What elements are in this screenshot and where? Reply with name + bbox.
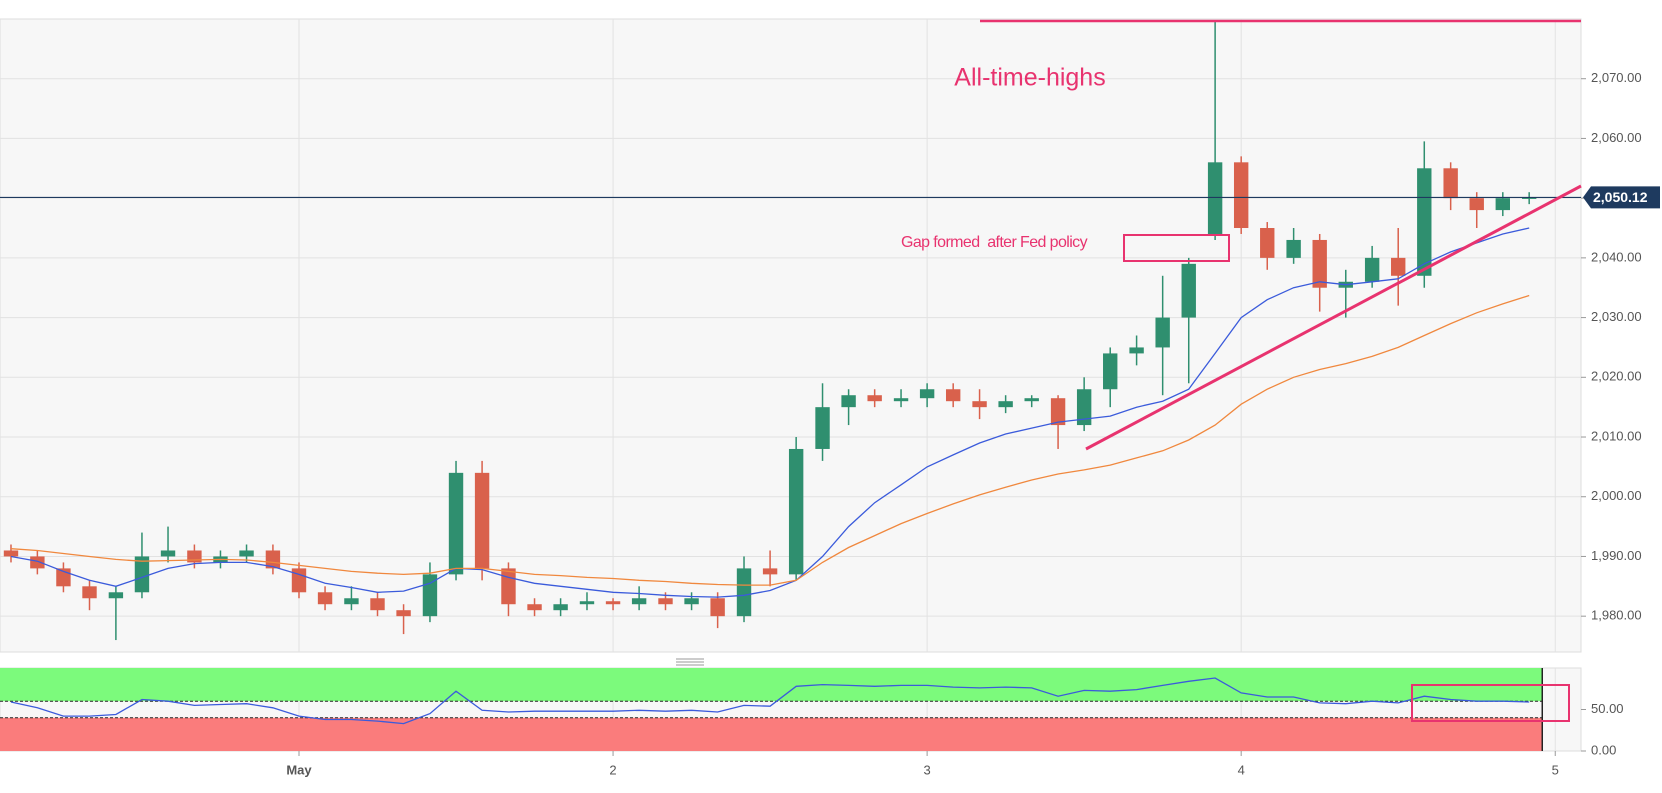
- candle-body: [1050, 398, 1066, 426]
- candle-body: [239, 550, 254, 557]
- y-tick-label: 2,020.00: [1591, 369, 1642, 384]
- candle-body: [710, 598, 725, 617]
- y-tick-label: 2,060.00: [1591, 130, 1642, 145]
- candle-body: [1286, 239, 1301, 258]
- annotation-layer: All-time-highs Gap formed after Fed poli…: [676, 19, 1582, 722]
- x-tick-label: 4: [1238, 762, 1245, 777]
- candle-body: [317, 592, 333, 605]
- candle-body: [1155, 317, 1170, 348]
- candle-body: [448, 472, 464, 575]
- candle-body: [1495, 198, 1510, 211]
- candle-body: [1417, 168, 1432, 276]
- candle-body: [1469, 198, 1484, 211]
- candle-body: [3, 550, 19, 557]
- y-tick-label: 2,030.00: [1591, 309, 1642, 324]
- y-tick-label: 2,070.00: [1591, 70, 1642, 85]
- annotation: All-time-highs: [954, 64, 1105, 92]
- candle-body: [1364, 257, 1380, 282]
- gap-box: [1123, 234, 1230, 262]
- y-tick-label: 1,990.00: [1591, 548, 1642, 563]
- trend-line: [1085, 184, 1582, 451]
- candle-body: [370, 598, 385, 611]
- candle-body: [1521, 197, 1537, 199]
- candle-body: [919, 389, 935, 399]
- candle-body: [762, 568, 778, 575]
- y-tick-label: 0.00: [1591, 742, 1616, 757]
- candle-body: [1181, 263, 1196, 318]
- candle-body: [553, 604, 568, 611]
- grid-layer: [0, 19, 1581, 751]
- candle-body: [998, 401, 1013, 408]
- candle-body: [684, 598, 699, 605]
- moving-average: [10, 294, 1530, 586]
- annotation: Gap formed after Fed policy: [901, 234, 1088, 251]
- candle-body: [1260, 228, 1275, 258]
- candle-body: [893, 398, 909, 402]
- candle-body: [972, 401, 987, 408]
- panel-handle: [676, 658, 704, 666]
- candle-body: [291, 568, 307, 593]
- label-layer: May 2 3 4 5 1,980.00 1,990.00 2,000.00 2,010.00 2…: [286, 70, 1660, 777]
- candle-body: [1312, 239, 1327, 288]
- candle-body: [160, 550, 176, 557]
- indicator-box: [1411, 684, 1570, 722]
- indicator-line: [10, 677, 1530, 725]
- candle-body: [1391, 257, 1406, 276]
- price-badge-label: 2,050.12: [1593, 189, 1648, 205]
- candle-body: [265, 550, 281, 569]
- x-tick-label: May: [286, 762, 312, 777]
- candle-body: [945, 389, 961, 402]
- y-tick-label: 2,010.00: [1591, 428, 1642, 443]
- y-tick-label: 1,980.00: [1591, 608, 1642, 623]
- candle-body: [187, 550, 202, 563]
- candle-body: [1024, 398, 1039, 402]
- candle-body: [108, 592, 124, 599]
- candle-body: [82, 586, 97, 599]
- candle-body: [474, 472, 490, 569]
- y-tick-label: 2,000.00: [1591, 488, 1642, 503]
- candle-body: [30, 556, 45, 569]
- y-tick-label: 2,040.00: [1591, 249, 1642, 264]
- candle-body: [815, 407, 830, 449]
- marks-layer: [0, 21, 1581, 725]
- candle-body: [605, 601, 621, 605]
- candle-body: [841, 395, 856, 408]
- lower-zone: [0, 717, 1543, 751]
- candle-body: [1207, 162, 1223, 234]
- candle-body: [501, 568, 516, 605]
- price-badge: [1583, 186, 1660, 209]
- candle-body: [1076, 389, 1092, 426]
- candle-body: [1443, 168, 1458, 199]
- indicator-zones: [0, 668, 1544, 751]
- candle-body: [1129, 347, 1144, 354]
- candle-body: [134, 556, 150, 593]
- candle-body: [1103, 353, 1118, 390]
- moving-average: [10, 227, 1530, 598]
- x-tick-label: 2: [609, 762, 616, 777]
- upper-zone: [0, 668, 1543, 702]
- candle-body: [788, 448, 804, 575]
- candle-body: [631, 598, 647, 605]
- candle-body: [396, 610, 411, 617]
- x-tick-label: 5: [1552, 762, 1559, 777]
- candle-body: [579, 601, 595, 605]
- candle-body: [344, 598, 359, 605]
- x-tick-label: 3: [924, 762, 931, 777]
- candle-body: [527, 604, 542, 611]
- y-tick-label: 50.00: [1591, 701, 1624, 716]
- candle-body: [736, 568, 752, 617]
- candle-body: [867, 395, 882, 402]
- candle-body: [1233, 162, 1249, 229]
- candle-body: [658, 598, 673, 605]
